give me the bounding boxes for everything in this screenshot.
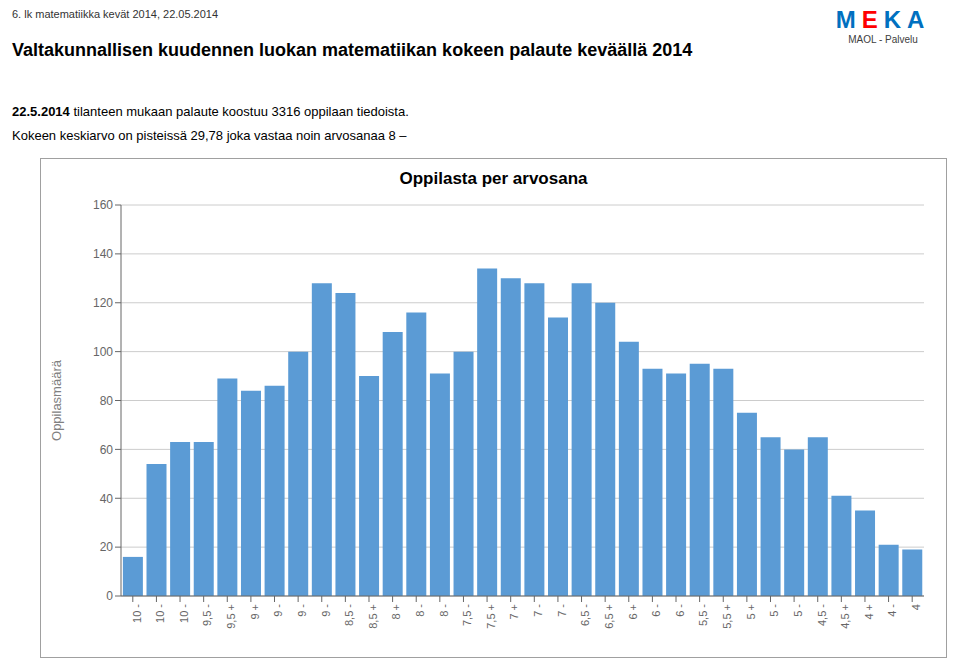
svg-text:8,5 -: 8,5 - [343, 604, 355, 626]
svg-text:40: 40 [100, 492, 114, 506]
svg-text:160: 160 [93, 198, 113, 212]
svg-text:4,5 +: 4,5 + [839, 604, 851, 629]
svg-text:6 -: 6 - [650, 604, 662, 617]
svg-text:7,5 +: 7,5 + [485, 604, 497, 629]
svg-text:4,5 -: 4,5 - [816, 604, 828, 626]
svg-text:7 +: 7 + [509, 604, 521, 620]
svg-text:7 -: 7 - [556, 604, 568, 617]
svg-text:6,5 -: 6,5 - [579, 604, 591, 626]
svg-text:5,5 +: 5,5 + [721, 604, 733, 629]
svg-text:140: 140 [93, 247, 113, 261]
svg-text:5 -: 5 - [792, 604, 804, 617]
svg-text:8,5 +: 8,5 + [367, 604, 379, 629]
html-text:Valtakunnallisen kuudennen luo: Valtakunnallisen kuudennen luokan matema… [12, 40, 693, 60]
svg-text:Oppilasmäärä: Oppilasmäärä [49, 359, 64, 441]
html-text:22.5.2014 tilanteen mukaan pal: 22.5.2014 tilanteen mukaan palaute koost… [12, 104, 409, 119]
svg-text:9 -: 9 - [320, 604, 332, 617]
svg-text:8 +: 8 + [390, 604, 402, 620]
svg-text:6 +: 6 + [627, 604, 639, 620]
svg-text:7,5 -: 7,5 - [461, 604, 473, 626]
svg-text:10 -: 10 - [154, 604, 166, 623]
svg-text:120: 120 [93, 296, 113, 310]
svg-text:20: 20 [100, 540, 114, 554]
svg-text:10 -: 10 - [131, 604, 143, 623]
svg-text:80: 80 [100, 394, 114, 408]
html-text:MAOL - Palvelu: MAOL - Palvelu [848, 34, 918, 45]
svg-text:5 -: 5 - [768, 604, 780, 617]
svg-text:60: 60 [100, 443, 114, 457]
html-text:Kokeen keskiarvo on pisteissä: Kokeen keskiarvo on pisteissä 29,78 joka… [12, 128, 407, 143]
svg-text:100: 100 [93, 345, 113, 359]
svg-text:6,5 +: 6,5 + [603, 604, 615, 629]
svg-text:4 +: 4 + [863, 604, 875, 620]
html-text:Oppilasta per arvosana: Oppilasta per arvosana [399, 169, 588, 188]
svg-text:5,5 -: 5,5 - [697, 604, 709, 626]
svg-text:5 +: 5 + [745, 604, 757, 620]
svg-text:8 -: 8 - [414, 604, 426, 617]
svg-text:9 +: 9 + [249, 604, 261, 620]
svg-text:9,5 -: 9,5 - [201, 604, 213, 626]
html-text:M E K A: M E K A [835, 6, 931, 33]
svg-text:8 -: 8 - [438, 604, 450, 617]
svg-text:0: 0 [106, 589, 113, 603]
svg-text:7 -: 7 - [532, 604, 544, 617]
svg-text:9,5 +: 9,5 + [225, 604, 237, 629]
svg-text:9 -: 9 - [272, 604, 284, 617]
svg-text:4 -: 4 - [886, 604, 898, 617]
svg-text:9 -: 9 - [296, 604, 308, 617]
svg-text:4: 4 [910, 604, 922, 610]
svg-text:6 -: 6 - [674, 604, 686, 617]
html-text:6. lk matematiikka kevät 2014,: 6. lk matematiikka kevät 2014, 22.05.201… [12, 8, 219, 20]
svg-text:10 -: 10 - [178, 604, 190, 623]
